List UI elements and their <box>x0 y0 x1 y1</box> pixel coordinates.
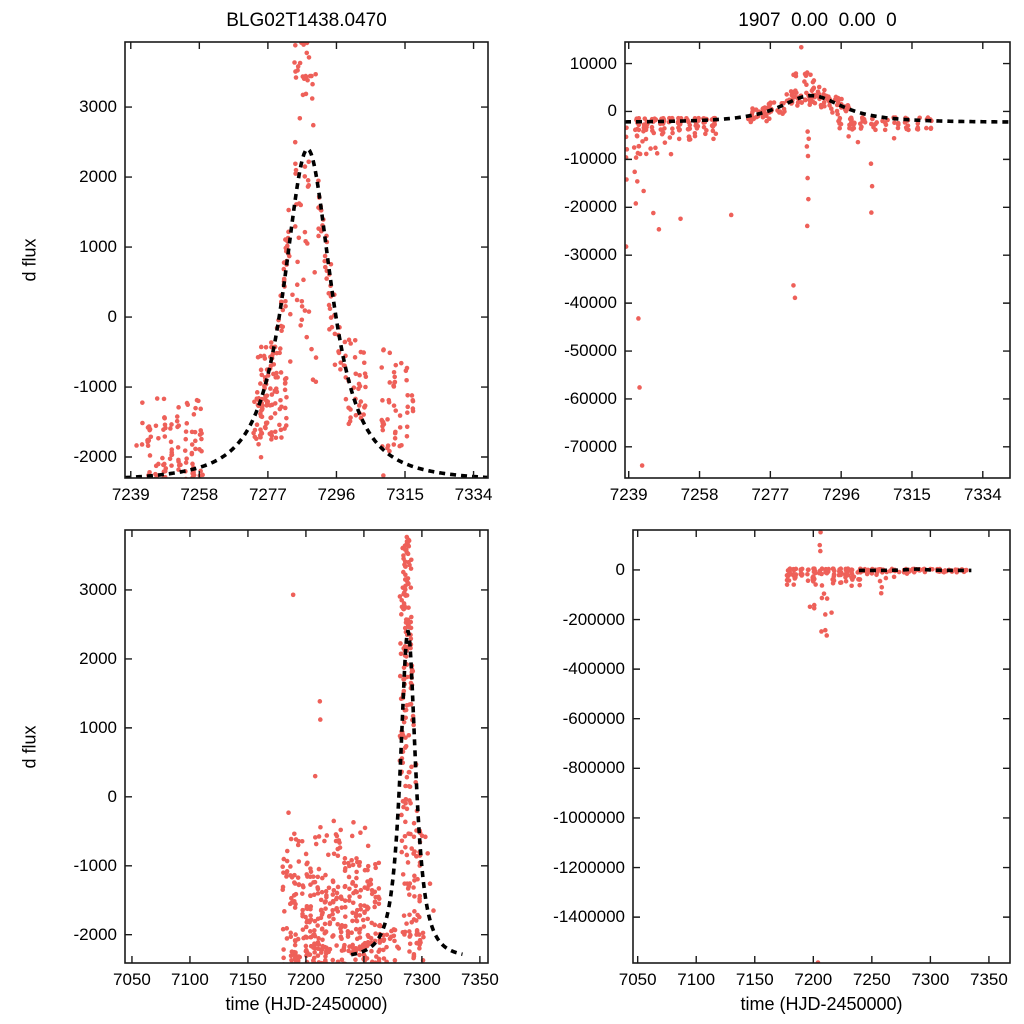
x-tick-label: 7200 <box>286 970 325 989</box>
x-tick-label: 7350 <box>970 970 1008 989</box>
x-tick-label: 7150 <box>229 970 267 989</box>
y-tick-label: 10000 <box>569 53 617 73</box>
x-tick-label: 7200 <box>794 970 833 989</box>
y-tick-label: -30000 <box>564 245 617 265</box>
x-tick-label: 7258 <box>680 485 719 504</box>
y-tick-label: -10000 <box>564 149 617 169</box>
panel-title-right: 1907 0.00 0.00 0 <box>738 10 897 31</box>
y-tick-label: -200000 <box>562 609 625 629</box>
x-tick-label: 7050 <box>113 970 151 989</box>
y-tick-label: -50000 <box>564 341 617 361</box>
x-axis-label-right: time (HJD-2450000) <box>740 994 903 1014</box>
x-tick-label: 7334 <box>454 485 493 504</box>
x-tick-label: 7100 <box>171 970 209 989</box>
x-tick-label: 7250 <box>852 970 891 989</box>
y-tick-label: 3000 <box>79 579 117 599</box>
y-tick-label: -400000 <box>562 659 625 679</box>
x-tick-label: 7150 <box>735 970 774 989</box>
y-tick-label: -40000 <box>564 293 617 313</box>
panel-title-left: BLG02T1438.0470 <box>226 10 387 31</box>
y-tick-label: -1200000 <box>553 857 625 877</box>
y-tick-label: -800000 <box>562 758 625 778</box>
x-tick-label: 7315 <box>893 485 931 504</box>
y-tick-label: -70000 <box>564 436 617 456</box>
x-tick-label: 7300 <box>911 970 950 989</box>
y-tick-label: 1000 <box>79 717 117 737</box>
y-tick-label: -1400000 <box>553 907 625 927</box>
x-axis-label-left: time (HJD-2450000) <box>225 994 388 1014</box>
x-tick-label: 7239 <box>609 485 648 504</box>
y-tick-label: -600000 <box>562 708 625 728</box>
x-tick-label: 7334 <box>963 485 1002 504</box>
y-tick-label: -1000 <box>73 377 117 397</box>
y-tick-label: 0 <box>107 786 117 806</box>
y-tick-label: 0 <box>607 101 617 121</box>
y-tick-label: 2000 <box>79 167 117 187</box>
y-tick-label: 2000 <box>79 648 117 668</box>
x-tick-label: 7315 <box>386 485 424 504</box>
y-tick-label: 0 <box>615 559 625 579</box>
x-tick-label: 7296 <box>317 485 356 504</box>
y-tick-label: 0 <box>107 307 117 327</box>
x-tick-label: 7277 <box>751 485 790 504</box>
x-tick-label: 7350 <box>460 970 499 989</box>
y-axis-label-top: d flux <box>19 238 40 282</box>
x-tick-label: 7277 <box>248 485 287 504</box>
y-tick-label: 3000 <box>79 97 117 117</box>
y-tick-label: -60000 <box>564 388 617 408</box>
y-tick-label: -2000 <box>73 924 117 944</box>
y-tick-label: 1000 <box>79 237 117 257</box>
y-tick-label: -2000 <box>73 447 117 466</box>
x-tick-label: 7300 <box>402 970 441 989</box>
x-tick-label: 7258 <box>180 485 219 504</box>
x-tick-label: 7296 <box>822 485 861 504</box>
y-tick-label: -20000 <box>564 197 617 217</box>
x-tick-label: 7239 <box>111 485 150 504</box>
x-tick-label: 7050 <box>618 970 657 989</box>
x-tick-label: 7100 <box>677 970 716 989</box>
y-axis-label-bottom: d flux <box>19 725 40 769</box>
x-tick-label: 7250 <box>344 970 383 989</box>
y-tick-label: -1000 <box>73 855 117 875</box>
y-tick-label: -1000000 <box>553 807 625 827</box>
